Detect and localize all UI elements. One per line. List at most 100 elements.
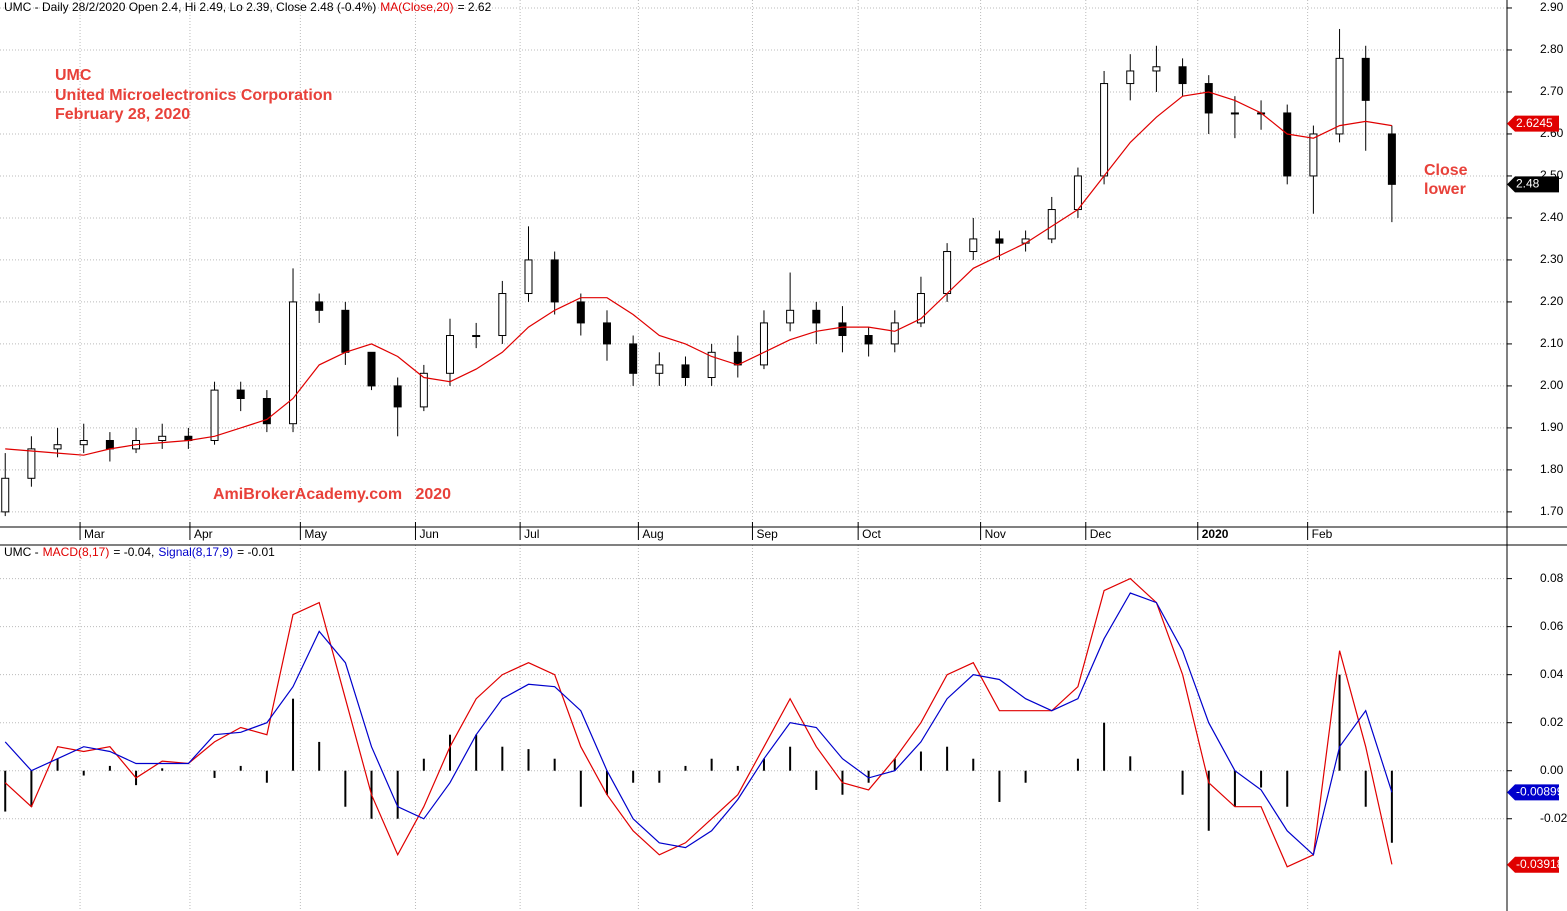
histogram-bar [972, 758, 975, 771]
y-tick-label: 0.08 [1540, 571, 1564, 585]
candle-body [1387, 133, 1396, 185]
histogram-bar [108, 765, 111, 771]
candle-body [943, 251, 952, 295]
histogram-bar [292, 698, 295, 771]
x-tick-label: Feb [1312, 527, 1333, 541]
value-tag [1507, 115, 1559, 132]
histogram-bar [1364, 770, 1367, 807]
annotation: UMC [55, 67, 92, 84]
candle-body [1335, 57, 1344, 135]
histogram-bar [422, 758, 425, 771]
histogram-bar [82, 770, 85, 776]
y-tick-label: 2.20 [1540, 294, 1564, 308]
candle-body [1, 477, 10, 513]
histogram-bar [318, 741, 321, 771]
histogram-bar [998, 770, 1001, 802]
histogram-bar [449, 734, 452, 771]
annotation: AmiBrokerAcademy.com 2020 [213, 486, 451, 503]
histogram-bar [736, 765, 739, 771]
histogram-bar [30, 770, 33, 807]
line [4, 577, 1393, 868]
line [4, 592, 1393, 856]
candle-body [629, 343, 638, 374]
x-tick-label: Dec [1090, 527, 1111, 541]
annotation: lower [1424, 181, 1466, 198]
x-tick-label: 2020 [1202, 527, 1229, 541]
candle-body [446, 335, 455, 374]
histogram-bar [919, 751, 922, 771]
histogram-bar [396, 770, 399, 819]
histogram-bar [501, 746, 504, 771]
annotation: United Microelectronics Corporation [55, 87, 332, 104]
histogram-bar [1103, 722, 1106, 771]
candle-body [602, 322, 611, 345]
y-tick-label: 2.00 [1540, 378, 1564, 392]
histogram-bar [553, 758, 556, 771]
histogram-bar [1024, 770, 1027, 783]
candle-body [838, 322, 847, 337]
candle-body [498, 293, 507, 337]
histogram-bar [161, 768, 164, 771]
y-tick-label: 0.06 [1540, 619, 1564, 633]
x-tick-label: Mar [84, 527, 105, 541]
x-tick-label: Jul [524, 527, 539, 541]
candle-body [1361, 57, 1370, 101]
histogram-bar [867, 770, 870, 783]
y-tick-label: -0.02 [1540, 811, 1567, 825]
histogram-bar [1338, 674, 1341, 771]
header-segment: MA(Close,20) [380, 0, 453, 14]
histogram-bar [1129, 756, 1132, 771]
annotation: February 28, 2020 [55, 106, 190, 123]
y-tick-label: 0.02 [1540, 715, 1564, 729]
candle-body [707, 351, 716, 379]
candle-body [1152, 66, 1161, 72]
histogram-bar [815, 770, 818, 790]
histogram-bar [710, 758, 713, 771]
candle-body [27, 448, 36, 479]
candle-body [812, 309, 821, 324]
histogram-bar [475, 734, 478, 771]
header-segment: = 2.62 [458, 0, 492, 14]
grid [0, 0, 1507, 910]
x-tick-label: Apr [194, 527, 213, 541]
annotation: Close [1424, 162, 1468, 179]
candle-body [1230, 112, 1239, 115]
y-tick-label: 0.00 [1540, 763, 1564, 777]
x-tick-label: Jun [419, 527, 438, 541]
value-tag [1507, 176, 1559, 193]
candle-body [393, 385, 402, 408]
y-tick-label: 1.90 [1540, 420, 1564, 434]
candle-body [105, 439, 114, 450]
value-tag-label: -0.008993 [1516, 784, 1567, 798]
x-tick-label: May [304, 527, 327, 541]
candle-body [1204, 83, 1213, 114]
header-segment: Signal(8,17,9) [158, 545, 233, 559]
y-tick-label: 2.40 [1540, 210, 1564, 224]
candle-body [550, 259, 559, 303]
candle-body [916, 293, 925, 324]
candle-body [681, 364, 690, 379]
histogram-bar [1076, 758, 1079, 771]
candle-body [53, 444, 62, 450]
y-tick-label: 2.30 [1540, 252, 1564, 266]
candle-body [655, 364, 664, 374]
candle-body [315, 301, 324, 311]
candle-body [1283, 112, 1292, 177]
candle-body [341, 309, 350, 353]
candle-body [733, 351, 742, 366]
histogram-bar [213, 770, 216, 778]
candle-body [289, 301, 298, 425]
candle-body [419, 372, 428, 408]
header-segment: = -0.01 [237, 545, 275, 559]
y-tick-label: 2.70 [1540, 84, 1564, 98]
histogram-bar [1390, 770, 1393, 843]
candle-body [759, 322, 768, 366]
value-tag-label: 2.6245 [1516, 116, 1553, 130]
candle-body [524, 259, 533, 295]
header-segment: = -0.04, [113, 545, 154, 559]
header-segment: UMC - [4, 545, 39, 559]
x-tick-label: Oct [862, 527, 881, 541]
histogram-bar [527, 749, 530, 771]
candle-body [262, 398, 271, 425]
